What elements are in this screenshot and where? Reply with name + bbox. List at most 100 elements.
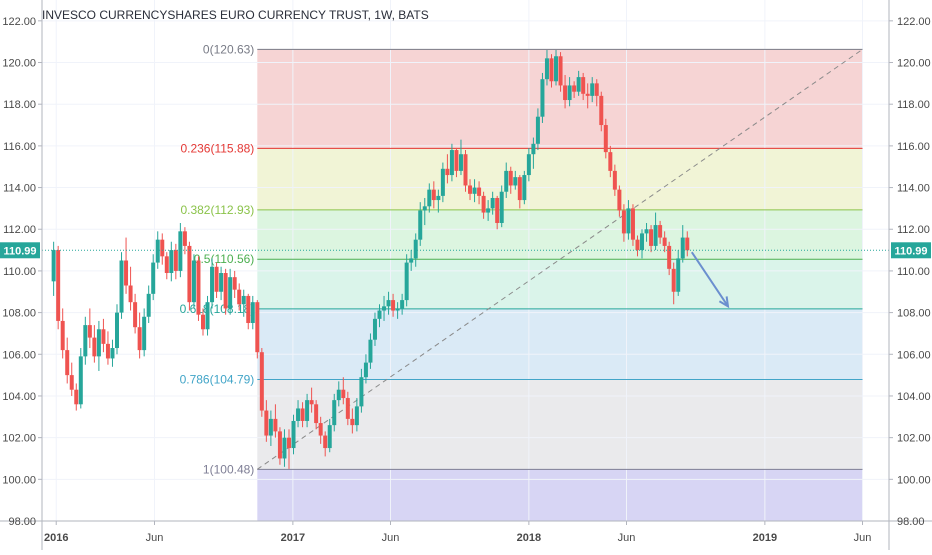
- candle-body: [526, 154, 531, 176]
- candle-body: [115, 312, 120, 349]
- candle-body: [391, 300, 396, 311]
- candle-body: [96, 329, 101, 357]
- y-tick-label-right: 114.00: [897, 183, 930, 195]
- y-tick-label-right: 116.00: [897, 141, 930, 153]
- candle-body: [160, 239, 165, 257]
- candle-body: [173, 250, 178, 271]
- price-tag-right: 110.99: [894, 245, 927, 257]
- candle-body: [332, 400, 337, 426]
- candle-body: [653, 225, 658, 246]
- candle-body: [386, 300, 391, 307]
- candle-body: [323, 435, 328, 449]
- candle-body: [336, 389, 341, 401]
- y-tick-label-left: 98.00: [8, 516, 36, 528]
- candle-body: [667, 245, 672, 269]
- candle-body: [169, 250, 174, 274]
- y-tick-label-right: 106.00: [897, 349, 931, 361]
- candle-body: [621, 210, 626, 234]
- candle-body: [286, 437, 291, 449]
- candle-body: [191, 260, 196, 303]
- candle-body: [558, 56, 563, 86]
- x-tick-label: 2017: [281, 532, 305, 544]
- candle-body: [576, 77, 581, 92]
- candle-body: [431, 189, 436, 201]
- candle-body: [273, 418, 278, 432]
- candle-body: [359, 377, 364, 407]
- candle-body: [499, 191, 504, 223]
- chart-title: INVESCO CURRENCYSHARES EURO CURRENCY TRU…: [42, 8, 429, 22]
- candle-body: [110, 348, 115, 359]
- x-tick-label: 2018: [517, 532, 541, 544]
- candle-body: [246, 295, 251, 324]
- candle-body: [223, 273, 228, 309]
- y-tick-label-right: 100.00: [897, 474, 931, 486]
- candle-body: [219, 273, 224, 292]
- candle-body: [644, 229, 649, 234]
- x-tick-label: Jun: [618, 532, 636, 544]
- candle-body: [395, 308, 400, 311]
- candle-body: [671, 268, 676, 292]
- candle-body: [608, 152, 613, 171]
- candle-body: [517, 177, 522, 201]
- fib-level-label: 0.382(112.93): [180, 203, 254, 217]
- y-tick-label-left: 110.00: [3, 266, 36, 278]
- price-tag-left-bg: [0, 242, 40, 259]
- candle-body: [640, 233, 645, 251]
- candle-body: [680, 237, 685, 259]
- candle-body: [400, 300, 405, 309]
- candle-body: [486, 208, 491, 213]
- candle-body: [318, 423, 323, 436]
- y-tick-label-left: 104.00: [2, 391, 36, 403]
- candle-body: [368, 339, 373, 363]
- y-tick-label-right: 110.00: [897, 266, 930, 278]
- candle-body: [196, 260, 201, 315]
- price-tag-left: 110.99: [3, 245, 36, 257]
- fib-zone: [257, 259, 863, 309]
- candle-body: [363, 362, 368, 378]
- candle-body: [617, 189, 622, 211]
- candle-body: [418, 210, 423, 240]
- candle-body: [237, 289, 242, 305]
- fib-zone: [257, 209, 863, 260]
- candle-body: [649, 229, 654, 246]
- candle-body: [513, 177, 518, 186]
- y-tick-label-left: 116.00: [3, 141, 36, 153]
- candle-body: [133, 302, 138, 328]
- candles: [51, 50, 690, 469]
- candle-body: [327, 425, 332, 449]
- candle-body: [531, 143, 536, 155]
- candle-body: [300, 408, 305, 421]
- candle-body: [382, 306, 387, 311]
- trend-line-group: [257, 48, 863, 470]
- candle-body: [296, 408, 301, 421]
- candle-body: [291, 420, 296, 449]
- x-tick-label: 2016: [44, 532, 68, 544]
- candle-body: [164, 256, 169, 274]
- candle-body: [481, 195, 486, 213]
- candle-body: [685, 237, 690, 251]
- candle-body: [119, 260, 124, 313]
- candle-body: [151, 262, 156, 294]
- price-tag-right-bg: [891, 242, 931, 259]
- candle-body: [182, 231, 187, 246]
- y-tick-label-left: 100.00: [2, 474, 36, 486]
- candle-body: [662, 237, 667, 246]
- y-tick-label-left: 102.00: [2, 433, 36, 445]
- candle-body: [341, 389, 346, 399]
- fib-zone: [257, 308, 863, 380]
- fib-zone: [257, 148, 863, 210]
- candle-body: [458, 154, 463, 171]
- y-tick-label-right: 102.00: [897, 433, 931, 445]
- candle-body: [87, 325, 92, 338]
- candle-body: [440, 168, 445, 196]
- candle-body: [101, 329, 106, 344]
- candle-body: [83, 325, 88, 357]
- candle-body: [454, 150, 459, 171]
- overlay: [42, 249, 889, 309]
- y-tick-label-left: 108.00: [2, 308, 36, 320]
- candle-body: [56, 250, 61, 321]
- y-tick-label-left: 118.00: [3, 99, 36, 111]
- candle-body: [277, 431, 282, 459]
- y-tick-label-right: 122.00: [897, 16, 931, 28]
